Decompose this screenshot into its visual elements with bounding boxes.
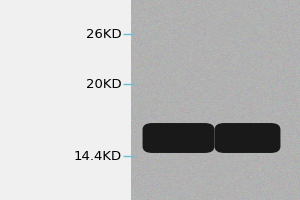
FancyBboxPatch shape: [136, 124, 220, 152]
Text: 26KD: 26KD: [86, 27, 122, 40]
FancyBboxPatch shape: [142, 123, 214, 153]
FancyBboxPatch shape: [214, 123, 280, 153]
FancyBboxPatch shape: [210, 124, 285, 152]
Text: 20KD: 20KD: [86, 78, 122, 90]
FancyBboxPatch shape: [221, 128, 274, 148]
FancyBboxPatch shape: [217, 127, 278, 149]
FancyBboxPatch shape: [144, 127, 213, 149]
Text: 14.4KD: 14.4KD: [74, 150, 122, 162]
Bar: [130, 0, 300, 200]
FancyBboxPatch shape: [148, 128, 209, 148]
